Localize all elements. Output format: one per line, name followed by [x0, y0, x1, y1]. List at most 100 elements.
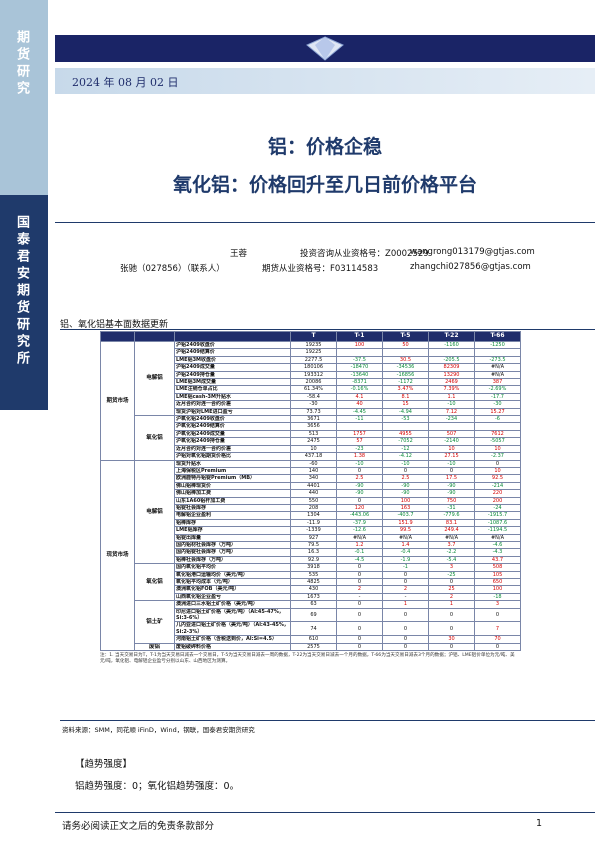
data-row: LME铝3M成交量 20086 -8371 -1172 2469 387	[101, 378, 521, 387]
item-cell: 几内亚进口铝土矿价格（美元/吨）（Al:43-45%，Si:2-3%）	[174, 621, 291, 637]
value-cell: 1.2	[336, 540, 383, 550]
value-cell: -1172	[382, 378, 429, 387]
value-cell: 7	[474, 621, 521, 637]
value-cell: 0	[382, 621, 429, 637]
sidebar-bottom: 国泰君安期货研究所	[14, 215, 29, 368]
item-cell: 沪氧化铝2409成交量	[174, 429, 291, 439]
item-cell: 国内铝锭社会库存（万吨）	[174, 548, 291, 557]
value-cell: -90	[428, 489, 475, 498]
value-cell: 63	[290, 600, 337, 609]
value-cell: 430	[290, 585, 337, 594]
value-cell: -1250	[474, 340, 521, 350]
item-cell: LME铝3M成交量	[174, 378, 291, 387]
value-cell: 0	[382, 577, 429, 587]
group-cell: 期货市场	[100, 341, 135, 461]
value-cell: 70	[474, 635, 521, 644]
data-row: 沪氧化铝2409成交量 513 1757 4955 507 7612	[101, 429, 521, 439]
column-header: T-5	[382, 331, 429, 342]
value-cell: 92.9	[290, 555, 337, 565]
data-row: 现货市场 电解铝 现货升贴水 -60 -10 -10 -10 0	[100, 459, 521, 652]
data-row: 近月合约对连一合约价差 10 -23 -12 10 10	[101, 444, 521, 454]
author-field: 投资咨询从业资格号：Z0002529	[300, 249, 429, 259]
item-cell: 沪氧化铝2409收盘价	[174, 415, 291, 424]
value-cell: 2575	[290, 642, 337, 652]
value-cell: 16.3	[290, 548, 337, 557]
value-cell: 10	[474, 444, 521, 454]
value-cell: 340	[290, 474, 337, 483]
value-cell: #N/A	[336, 533, 383, 542]
data-row: 沪氧化铝2409结算价 3656	[101, 422, 521, 431]
value-cell: -1.9	[382, 555, 429, 565]
value-cell: -60	[290, 459, 337, 468]
subgroup-cell: 电解铝	[134, 340, 175, 417]
table-note: 注：1. 当天交易日为T，T-1为当天交易日减去一个交易日，T-5为当天交易日减…	[100, 653, 515, 665]
value-cell: 61.34%	[290, 385, 337, 394]
value-cell: -0.4	[382, 548, 429, 557]
value-cell: -11.9	[290, 518, 337, 528]
value-cell: #N/A	[474, 533, 521, 542]
data-row: 山东1A60铝杆加工费 550 0 100 750 200	[101, 496, 521, 505]
value-cell: 73.73	[290, 407, 337, 417]
value-cell: 120	[336, 503, 383, 513]
value-cell: 0	[428, 642, 475, 652]
column-header: T-22	[428, 331, 475, 342]
item-cell: 印尼进口铝土矿价格（美元/吨）（Al:45-47%，Si:3-6%）	[174, 607, 291, 623]
value-cell: 7.12	[428, 407, 475, 417]
value-cell: 20086	[290, 378, 337, 387]
item-cell: 近月合约对连一合约价差	[174, 444, 291, 454]
data-row: 佛山铝棒加工费 440 -90 -90 -90 220	[101, 489, 521, 498]
value-cell: 0	[474, 642, 521, 652]
value-cell: 3918	[290, 563, 337, 572]
trend-heading: 【趋势强度】	[75, 759, 133, 770]
column-header: T	[290, 331, 337, 342]
date-bar	[55, 68, 595, 94]
column-header	[134, 331, 175, 342]
value-cell: 0	[474, 459, 521, 468]
value-cell	[474, 422, 521, 431]
data-row: 沪铝2409结算价 19225	[101, 348, 521, 357]
subgroup-cell: 氧化铝	[134, 563, 175, 602]
item-cell: 国内氧化铝平均价	[174, 563, 291, 572]
value-cell: 387	[474, 378, 521, 387]
value-cell: 25	[428, 585, 475, 594]
value-cell: 3	[428, 563, 475, 572]
value-cell: 69	[290, 607, 337, 623]
data-row: 佛山铝棒现货价 4401 -90 -90 -90 -214	[101, 481, 521, 491]
value-cell: 19235	[290, 340, 337, 350]
value-cell: -5.4	[428, 555, 475, 565]
item-cell: 铝棒库存	[174, 518, 291, 528]
data-row: 国内铝锭社会库存（万吨） 16.3 -0.1 -0.4 -2.2 -4.3	[101, 548, 521, 557]
data-row: 氧化铝 国内氧化铝平均价 3918 0 -1 3 508	[101, 563, 521, 602]
author-field: 王蓉	[230, 249, 248, 259]
value-cell: 151.9	[382, 518, 429, 528]
column-header: T-1	[336, 331, 383, 342]
disclaimer: 请务必阅读正文之后的免责条款部分	[62, 821, 215, 832]
value-cell: 100	[474, 585, 521, 594]
item-cell: 铝锭社会库存	[174, 503, 291, 513]
item-cell: 电解铝企业盈利	[174, 511, 291, 520]
value-cell: 40	[336, 400, 383, 409]
value-cell: -16856	[382, 370, 429, 380]
data-table: T T-1 T-5 T-22 T-66 期货市场 电解铝 沪铝2409收盘价 19235 100 5…	[100, 331, 521, 652]
data-row: 氧化铝 沪氧化铝2409收盘价 3671 -11 -53 -234 -6	[101, 415, 521, 461]
value-cell: -4.3	[474, 548, 521, 557]
value-cell: 1757	[336, 429, 383, 439]
column-header	[174, 331, 291, 342]
value-cell: -34536	[382, 363, 429, 372]
value-cell	[428, 348, 475, 357]
value-cell: -1339	[290, 526, 337, 535]
item-cell: LME注销仓单占比	[174, 385, 291, 394]
value-cell: -12.6	[336, 526, 383, 535]
value-cell: 99.5	[382, 526, 429, 535]
value-cell: -10	[336, 459, 383, 468]
rule	[55, 222, 595, 223]
value-cell: 17.5	[428, 474, 475, 483]
item-cell: LME铝3M收盘价	[174, 355, 291, 365]
value-cell: 4401	[290, 481, 337, 491]
value-cell: -4.94	[382, 407, 429, 417]
value-cell: #N/A	[428, 533, 475, 542]
data-row: 铝锭社会库存 208 120 163 -31 -24	[101, 503, 521, 513]
value-cell: -1160	[428, 340, 475, 350]
item-cell: 沪铝2409结算价	[174, 348, 291, 357]
value-cell: -25	[428, 570, 475, 580]
